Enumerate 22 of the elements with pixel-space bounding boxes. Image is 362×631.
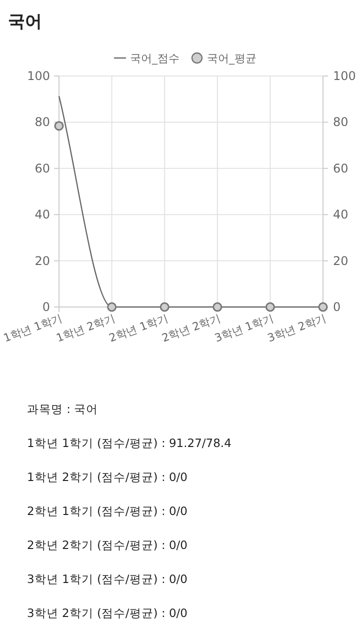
y2-tick-label: 80 xyxy=(333,115,348,130)
y-tick-label: 80 xyxy=(34,115,50,130)
y-tick-label: 100 xyxy=(27,69,50,83)
y2-tick-label: 0 xyxy=(333,300,341,314)
y2-tick-label: 20 xyxy=(333,254,348,268)
chart-title: 국어 xyxy=(8,12,42,32)
legend-label: 국어_평균 xyxy=(207,52,256,65)
text: 1학년 1학기 (점수/평균) : 91.27/78.4 xyxy=(27,436,232,450)
text: 과목명 : 국어 xyxy=(27,402,98,416)
y2-tick-label: 60 xyxy=(333,161,348,176)
y2-tick-label: 100 xyxy=(333,69,356,83)
text: 2학년 2학기 (점수/평균) : 0/0 xyxy=(27,538,188,552)
text: 3학년 2학기 (점수/평균) : 0/0 xyxy=(27,606,188,620)
y-tick-label: 40 xyxy=(34,208,50,222)
text: 3학년 1학기 (점수/평균) : 0/0 xyxy=(27,572,188,586)
y-tick-label: 60 xyxy=(34,161,50,176)
text: 1학년 2학기 (점수/평균) : 0/0 xyxy=(27,470,188,484)
y-tick-label: 20 xyxy=(34,254,50,268)
y2-tick-label: 40 xyxy=(333,208,348,222)
y-tick-label: 0 xyxy=(42,300,50,314)
legend-label: 국어_점수 xyxy=(130,52,180,65)
text: 2학년 1학기 (점수/평균) : 0/0 xyxy=(27,504,188,518)
